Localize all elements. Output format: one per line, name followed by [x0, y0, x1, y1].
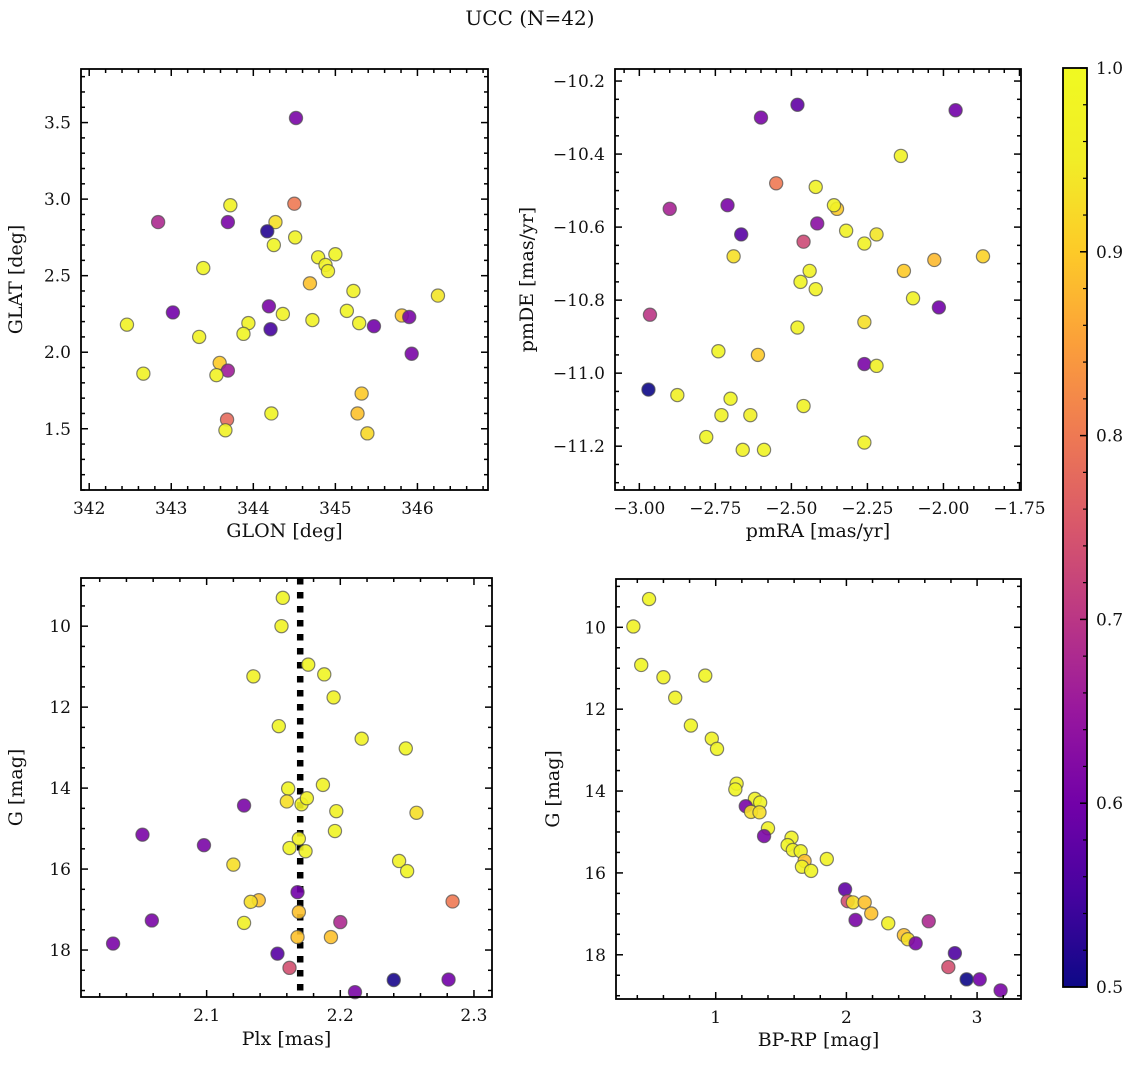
- svg-text:−10.4: −10.4: [553, 145, 605, 165]
- svg-text:2.0: 2.0: [44, 343, 71, 363]
- svg-text:2.5: 2.5: [44, 267, 71, 287]
- svg-text:GLAT [deg]: GLAT [deg]: [5, 225, 27, 335]
- svg-text:−1.75: −1.75: [993, 499, 1045, 519]
- svg-text:0.8: 0.8: [1096, 427, 1123, 447]
- plx-g-scatter-panel: 2.1 2.2 2.3 18 16 14 12 10 Plx [mas] G [mag]: [5, 577, 493, 1050]
- svg-text:−3.00: −3.00: [613, 499, 665, 519]
- figure-title: UCC (N=42): [465, 6, 595, 30]
- svg-text:−10.2: −10.2: [553, 72, 605, 92]
- svg-text:345: 345: [319, 499, 351, 519]
- svg-text:Plx [mas]: Plx [mas]: [242, 1028, 332, 1050]
- svg-text:2.3: 2.3: [460, 1006, 487, 1026]
- svg-text:pmRA [mas/yr]: pmRA [mas/yr]: [746, 520, 890, 542]
- svg-text:0.9: 0.9: [1096, 243, 1123, 263]
- svg-text:1.0: 1.0: [1096, 59, 1123, 79]
- svg-text:−11.0: −11.0: [553, 364, 605, 384]
- svg-text:12: 12: [584, 700, 606, 720]
- svg-text:343: 343: [155, 499, 187, 519]
- svg-text:14: 14: [584, 782, 606, 802]
- svg-text:BP-RP [mag]: BP-RP [mag]: [758, 1029, 880, 1051]
- colorbar: 1.0 0.9 0.8 0.7 0.6 0.5: [1062, 59, 1123, 998]
- svg-text:−2.00: −2.00: [917, 499, 969, 519]
- svg-text:−2.25: −2.25: [841, 499, 893, 519]
- svg-text:10: 10: [584, 618, 606, 638]
- glon-glat-scatter-panel: 342 343 344 345 346 1.5 2.0 2.5 3.0 3.5 GLON [deg]…: [5, 68, 489, 542]
- svg-text:18: 18: [49, 941, 71, 961]
- svg-text:3: 3: [972, 1008, 983, 1028]
- svg-text:3.5: 3.5: [44, 114, 71, 134]
- svg-text:1.5: 1.5: [44, 420, 71, 440]
- svg-text:2.1: 2.1: [193, 1006, 220, 1026]
- svg-text:−2.50: −2.50: [765, 499, 817, 519]
- svg-text:2: 2: [841, 1008, 852, 1028]
- svg-text:GLON [deg]: GLON [deg]: [226, 520, 342, 542]
- svg-text:G [mag]: G [mag]: [5, 749, 27, 827]
- svg-text:G [mag]: G [mag]: [542, 750, 564, 828]
- svg-text:0.5: 0.5: [1096, 978, 1123, 998]
- svg-text:16: 16: [49, 860, 71, 880]
- svg-text:−2.75: −2.75: [689, 499, 741, 519]
- bprp-g-scatter-panel: 1 2 3 18 16 14 12 10 BP-RP [mag] G [mag]: [542, 578, 1022, 1051]
- svg-text:16: 16: [584, 864, 606, 884]
- svg-text:344: 344: [237, 499, 269, 519]
- svg-text:2.2: 2.2: [327, 1006, 354, 1026]
- svg-text:10: 10: [49, 617, 71, 637]
- svg-text:−10.6: −10.6: [553, 218, 605, 238]
- svg-text:0.6: 0.6: [1096, 794, 1123, 814]
- svg-text:3.0: 3.0: [44, 190, 71, 210]
- svg-text:12: 12: [49, 698, 71, 718]
- svg-text:342: 342: [73, 499, 105, 519]
- svg-text:14: 14: [49, 779, 71, 799]
- svg-text:1: 1: [710, 1008, 721, 1028]
- svg-text:pmDE [mas/yr]: pmDE [mas/yr]: [516, 207, 538, 352]
- svg-text:346: 346: [401, 499, 433, 519]
- svg-text:18: 18: [584, 946, 606, 966]
- svg-text:−11.2: −11.2: [553, 437, 605, 457]
- svg-text:0.7: 0.7: [1096, 610, 1123, 630]
- pmra-pmde-scatter-panel: −3.00 −2.75 −2.50 −2.25 −2.00 −1.75 −11.2 −11.0…: [516, 68, 1046, 542]
- svg-text:−10.8: −10.8: [553, 291, 605, 311]
